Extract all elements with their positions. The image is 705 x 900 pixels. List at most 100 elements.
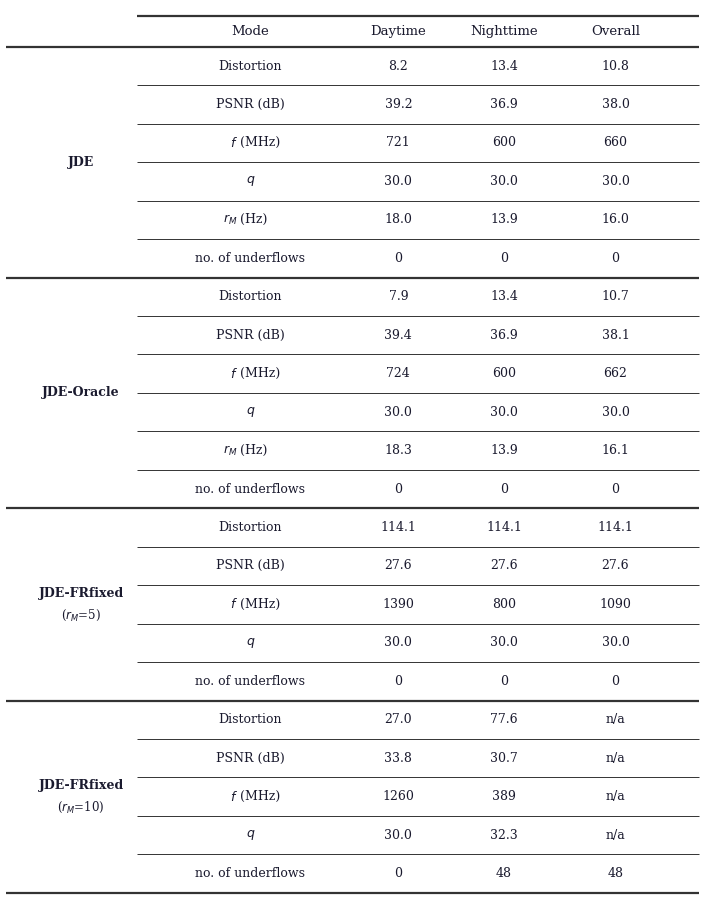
Text: $r_M$: $r_M$ — [223, 444, 238, 457]
Text: 662: 662 — [603, 367, 627, 380]
Text: $r_M$: $r_M$ — [223, 212, 238, 227]
Text: Daytime: Daytime — [370, 25, 427, 38]
Text: 16.0: 16.0 — [601, 213, 630, 226]
Text: 600: 600 — [492, 367, 516, 380]
Text: $q$: $q$ — [245, 635, 255, 650]
Text: 30.0: 30.0 — [601, 636, 630, 649]
Text: 30.0: 30.0 — [490, 636, 518, 649]
Text: 16.1: 16.1 — [601, 444, 630, 457]
Text: $f$: $f$ — [230, 136, 238, 150]
Text: Distortion: Distortion — [219, 291, 282, 303]
Text: 36.9: 36.9 — [490, 98, 518, 111]
Text: 13.9: 13.9 — [490, 444, 518, 457]
Text: 114.1: 114.1 — [486, 521, 522, 534]
Text: ($r_M$=5): ($r_M$=5) — [61, 608, 101, 623]
Text: $f$: $f$ — [230, 366, 238, 381]
Text: 30.0: 30.0 — [384, 829, 412, 842]
Text: $f$: $f$ — [230, 598, 238, 611]
Text: 724: 724 — [386, 367, 410, 380]
Text: 10.7: 10.7 — [601, 291, 630, 303]
Text: 0: 0 — [394, 252, 403, 265]
Text: 38.0: 38.0 — [601, 98, 630, 111]
Text: 1390: 1390 — [382, 598, 415, 611]
Text: 8.2: 8.2 — [388, 59, 408, 73]
Text: Distortion: Distortion — [219, 521, 282, 534]
Text: 0: 0 — [611, 675, 620, 688]
Text: 32.3: 32.3 — [490, 829, 518, 842]
Text: no. of underflows: no. of underflows — [195, 252, 305, 265]
Text: 10.8: 10.8 — [601, 59, 630, 73]
Text: no. of underflows: no. of underflows — [195, 482, 305, 496]
Text: 389: 389 — [492, 790, 516, 803]
Text: no. of underflows: no. of underflows — [195, 675, 305, 688]
Text: Nighttime: Nighttime — [470, 25, 538, 38]
Text: $f$: $f$ — [230, 789, 238, 804]
Text: 18.3: 18.3 — [384, 444, 412, 457]
Text: 1260: 1260 — [382, 790, 415, 803]
Text: (Hz): (Hz) — [240, 444, 267, 457]
Text: n/a: n/a — [606, 752, 625, 765]
Text: 0: 0 — [500, 482, 508, 496]
Text: 13.4: 13.4 — [490, 59, 518, 73]
Text: 30.0: 30.0 — [490, 175, 518, 188]
Text: 114.1: 114.1 — [381, 521, 416, 534]
Text: 600: 600 — [492, 137, 516, 149]
Text: $q$: $q$ — [245, 405, 255, 419]
Text: Overall: Overall — [591, 25, 640, 38]
Text: PSNR (dB): PSNR (dB) — [216, 328, 285, 342]
Text: no. of underflows: no. of underflows — [195, 867, 305, 880]
Text: Distortion: Distortion — [219, 59, 282, 73]
Text: n/a: n/a — [606, 714, 625, 726]
Text: 30.0: 30.0 — [384, 175, 412, 188]
Text: (MHz): (MHz) — [240, 137, 280, 149]
Text: n/a: n/a — [606, 790, 625, 803]
Text: 30.0: 30.0 — [490, 406, 518, 419]
Text: PSNR (dB): PSNR (dB) — [216, 752, 285, 765]
Text: 0: 0 — [500, 252, 508, 265]
Text: $q$: $q$ — [245, 175, 255, 188]
Text: 27.6: 27.6 — [601, 560, 630, 572]
Text: (MHz): (MHz) — [240, 598, 280, 611]
Text: 18.0: 18.0 — [384, 213, 412, 226]
Text: 721: 721 — [386, 137, 410, 149]
Text: 30.0: 30.0 — [601, 406, 630, 419]
Text: 0: 0 — [394, 867, 403, 880]
Text: $q$: $q$ — [245, 828, 255, 842]
Text: 800: 800 — [492, 598, 516, 611]
Text: 0: 0 — [394, 675, 403, 688]
Text: 114.1: 114.1 — [598, 521, 633, 534]
Text: ($r_M$=10): ($r_M$=10) — [57, 800, 105, 815]
Text: 0: 0 — [611, 252, 620, 265]
Text: 0: 0 — [394, 482, 403, 496]
Text: 0: 0 — [611, 482, 620, 496]
Text: 27.6: 27.6 — [384, 560, 412, 572]
Text: 13.4: 13.4 — [490, 291, 518, 303]
Text: 30.7: 30.7 — [490, 752, 518, 765]
Text: JDE: JDE — [68, 156, 94, 168]
Text: 13.9: 13.9 — [490, 213, 518, 226]
Text: 30.0: 30.0 — [384, 636, 412, 649]
Text: JDE-FRfixed: JDE-FRfixed — [39, 587, 123, 600]
Text: 39.2: 39.2 — [384, 98, 412, 111]
Text: PSNR (dB): PSNR (dB) — [216, 560, 285, 572]
Text: 0: 0 — [500, 675, 508, 688]
Text: (MHz): (MHz) — [240, 790, 280, 803]
Text: (MHz): (MHz) — [240, 367, 280, 380]
Text: 30.0: 30.0 — [601, 175, 630, 188]
Text: 48: 48 — [608, 867, 623, 880]
Text: Distortion: Distortion — [219, 714, 282, 726]
Text: 36.9: 36.9 — [490, 328, 518, 342]
Text: PSNR (dB): PSNR (dB) — [216, 98, 285, 111]
Text: JDE-FRfixed: JDE-FRfixed — [39, 779, 123, 792]
Text: Mode: Mode — [231, 25, 269, 38]
Text: 38.1: 38.1 — [601, 328, 630, 342]
Text: 39.4: 39.4 — [384, 328, 412, 342]
Text: n/a: n/a — [606, 829, 625, 842]
Text: 27.6: 27.6 — [490, 560, 518, 572]
Text: 7.9: 7.9 — [388, 291, 408, 303]
Text: 660: 660 — [603, 137, 627, 149]
Text: 77.6: 77.6 — [490, 714, 518, 726]
Text: (Hz): (Hz) — [240, 213, 267, 226]
Text: 33.8: 33.8 — [384, 752, 412, 765]
Text: 30.0: 30.0 — [384, 406, 412, 419]
